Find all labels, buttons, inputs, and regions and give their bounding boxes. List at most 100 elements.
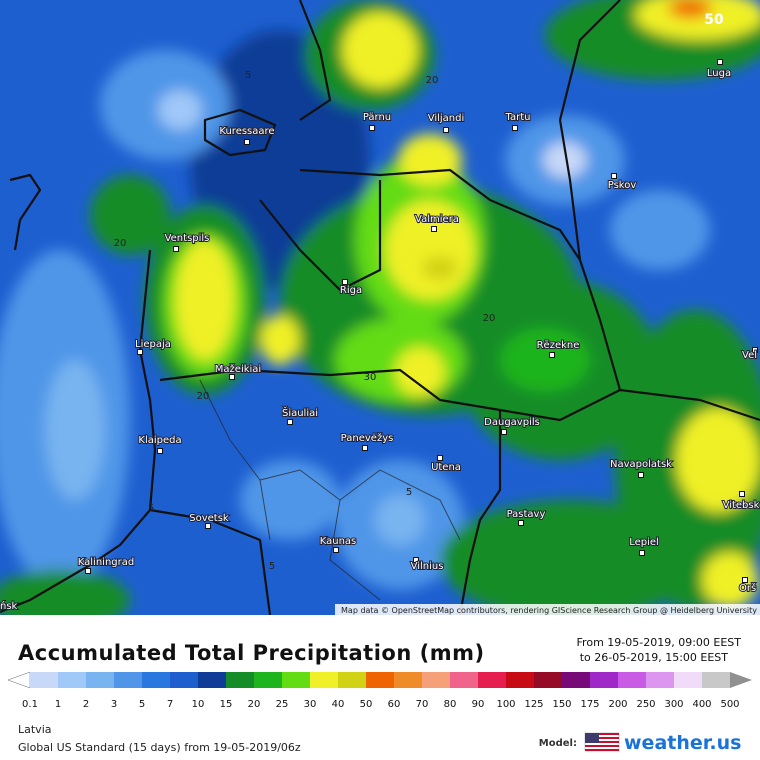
contour-label: 20	[114, 238, 127, 249]
scale-label: 175	[580, 699, 599, 710]
city-label: Ventspils	[165, 233, 210, 244]
model-run: Global US Standard (15 days) from 19-05-…	[18, 741, 301, 754]
contour-label: 5	[245, 70, 251, 81]
city-marker	[443, 127, 449, 133]
attribution: Map data © OpenStreetMap contributors, r…	[341, 606, 757, 615]
scale-swatch	[506, 672, 535, 688]
contour-label: 50	[704, 12, 724, 28]
scale-swatch	[30, 672, 59, 688]
city-marker	[431, 226, 437, 232]
color-scale: 0.1 1 2 3 5 7 10 15 20 25 30 40 50 60 70 80 90 100 125 150 1…	[7, 671, 752, 710]
city-marker	[342, 279, 348, 285]
contour-label: 20	[197, 391, 210, 402]
scale-label: 40	[332, 699, 345, 710]
contour-label: 30	[364, 372, 377, 383]
scale-swatch	[450, 672, 479, 688]
city-label: Luga	[707, 68, 731, 79]
city-marker	[739, 491, 745, 497]
city-label: Pskov	[608, 180, 637, 191]
city-marker	[244, 139, 250, 145]
city-label: Riga	[340, 285, 362, 296]
contour-labels: 50 20 20 20 30 20 5 5 5 5	[114, 12, 724, 572]
scale-label: 150	[552, 699, 571, 710]
city-labels: Kuressaare Pärnu Viljandi Tartu Pskov Luga Ven…	[0, 59, 760, 613]
scale-label: 90	[472, 699, 485, 710]
city-marker	[173, 246, 179, 252]
city-label: Mažeikiai	[215, 363, 261, 375]
period-to: to 26-05-2019, 15:00 EEST	[580, 651, 729, 664]
city-marker	[752, 347, 758, 353]
city-label: Kaliningrad	[78, 557, 134, 568]
scale-label: 1	[55, 699, 61, 710]
city-label: Tartu	[505, 112, 531, 123]
scale-label: 125	[524, 699, 543, 710]
city-label: Rēzekne	[537, 340, 580, 351]
scale-label: 5	[139, 699, 145, 710]
city-marker	[287, 419, 293, 425]
scale-swatch	[394, 672, 423, 688]
scale-swatch	[86, 672, 115, 688]
scale-label: 50	[360, 699, 373, 710]
scale-label: 250	[636, 699, 655, 710]
brand[interactable]: weather.us	[624, 732, 741, 754]
city-label: Utena	[431, 462, 461, 473]
legend-title: Accumulated Total Precipitation (mm)	[18, 641, 485, 665]
city-label: Pärnu	[363, 112, 391, 123]
contour-label: 20	[483, 313, 496, 324]
scale-swatch	[310, 672, 339, 688]
city-label: Vilnius	[411, 561, 444, 572]
scale-label: 500	[720, 699, 739, 710]
city-label: Valmiera	[415, 214, 459, 225]
scale-swatch	[282, 672, 311, 688]
scale-swatch	[534, 672, 563, 688]
contour-label: 20	[426, 75, 439, 86]
precipitation-map: Map data © OpenStreetMap contributors, r…	[0, 0, 760, 615]
scale-label: 100	[496, 699, 515, 710]
city-marker	[742, 577, 748, 583]
scale-swatch	[646, 672, 675, 688]
city-marker	[362, 445, 368, 451]
scale-label: 400	[692, 699, 711, 710]
scale-label: 15	[220, 699, 233, 710]
scale-label: 200	[608, 699, 627, 710]
scale-swatch	[198, 672, 227, 688]
scale-above	[730, 672, 752, 688]
scale-swatch	[58, 672, 87, 688]
city-label: Sovetsk	[189, 513, 229, 524]
city-label: Panevėžys	[341, 432, 394, 444]
contour-label: 5	[406, 487, 412, 498]
scale-swatch	[114, 672, 143, 688]
scale-label: 7	[167, 699, 173, 710]
city-label: Vel	[742, 350, 757, 361]
scale-swatch	[702, 672, 731, 688]
scale-label: 3	[111, 699, 117, 710]
scale-label: 30	[304, 699, 317, 710]
city-marker	[611, 173, 617, 179]
city-label: Navapolatsk	[610, 459, 672, 470]
scale-below	[7, 671, 31, 689]
city-marker	[369, 125, 375, 131]
scale-swatch	[562, 672, 591, 688]
scale-swatch	[422, 672, 451, 688]
scale-swatch	[254, 672, 283, 688]
model-label: Model:	[539, 738, 577, 749]
scale-swatch	[674, 672, 703, 688]
city-label: Viljandi	[428, 113, 465, 124]
scale-label: 2	[83, 699, 89, 710]
city-label: Lepiel	[629, 537, 659, 548]
city-marker	[501, 429, 507, 435]
city-label: Orš	[739, 582, 756, 594]
city-marker	[512, 125, 518, 131]
scale-label: 80	[444, 699, 457, 710]
city-label: Klaipeda	[138, 435, 181, 446]
flag	[584, 732, 620, 752]
city-label: Kuressaare	[219, 126, 274, 137]
city-label: Liepaja	[135, 339, 171, 350]
city-marker	[638, 472, 644, 478]
scale-swatch	[590, 672, 619, 688]
city-marker	[639, 550, 645, 556]
scale-label: 60	[388, 699, 401, 710]
city-label: Daugavpils	[484, 417, 540, 428]
city-label: Pastavy	[507, 509, 546, 520]
